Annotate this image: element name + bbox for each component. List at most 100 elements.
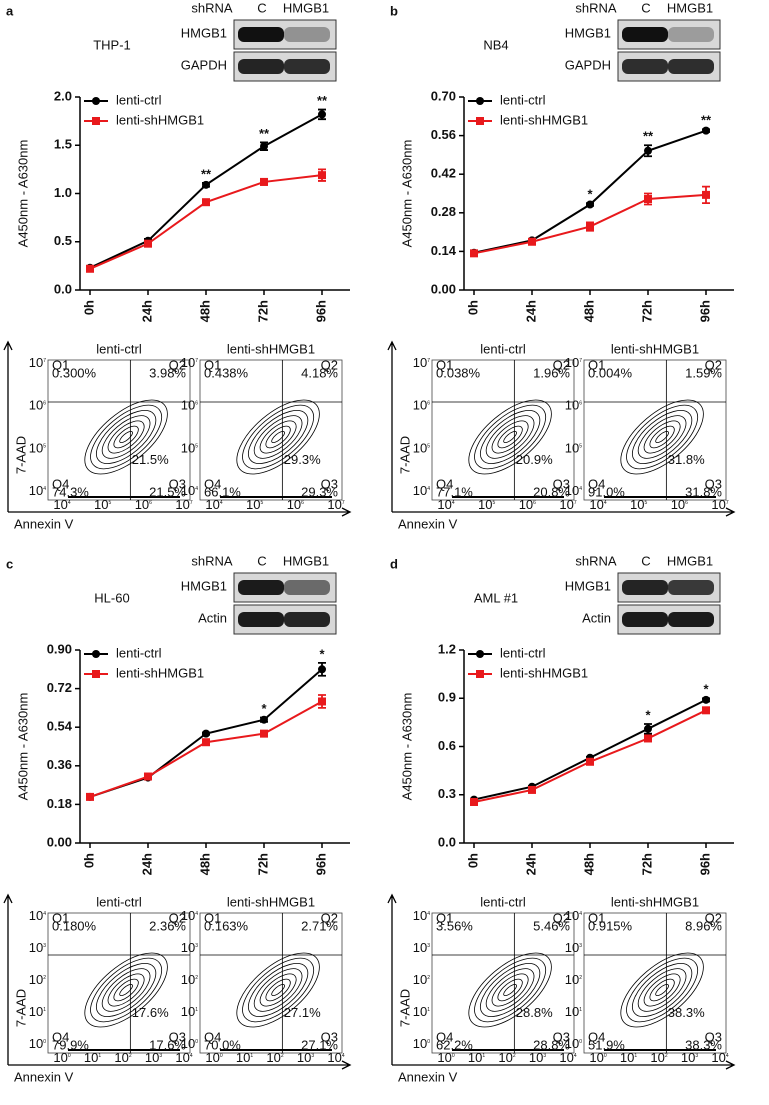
- tick-base: 10: [413, 441, 427, 456]
- flow-title: lenti-ctrl: [480, 894, 526, 909]
- contour: [491, 973, 529, 1007]
- contour: [643, 973, 681, 1007]
- quadrant-value: 38.3%: [685, 1037, 722, 1052]
- y-tick-label: 0.18: [47, 796, 72, 811]
- tick-base: 10: [519, 497, 533, 512]
- point: [644, 146, 652, 155]
- blot-band: [622, 612, 668, 627]
- point: [318, 665, 326, 674]
- quadrant-name: Q4: [52, 476, 69, 491]
- quadrant-value: 28.8%: [533, 1037, 570, 1052]
- quadrant-name: Q1: [436, 357, 453, 372]
- tick-base: 10: [181, 972, 195, 987]
- tick-base: 10: [29, 483, 43, 498]
- flow-frame: [431, 359, 575, 501]
- legend-label: lenti-ctrl: [116, 645, 162, 660]
- flow-frame: [199, 912, 343, 1054]
- tick-base: 10: [327, 497, 341, 512]
- flow-x-tick: 102: [650, 1050, 667, 1065]
- tick-exponent: 6: [533, 500, 536, 506]
- flow-x-tick: 107: [327, 497, 344, 512]
- quadrant-name: Q3: [705, 476, 722, 491]
- tick-base: 10: [94, 497, 108, 512]
- flow-x-tick: 106: [519, 497, 536, 512]
- tick-exponent: 4: [43, 911, 46, 917]
- flow-y-tick: 105: [413, 441, 430, 456]
- tick-base: 10: [589, 1050, 603, 1065]
- blot-header: shRNA: [191, 0, 233, 15]
- x-tick-label: 72h: [639, 300, 654, 322]
- legend-label: lenti-shHMGB1: [116, 665, 204, 680]
- contour: [236, 952, 320, 1028]
- quadrant-value: 0.180%: [52, 918, 97, 933]
- gate-value: 17.6%: [132, 1005, 169, 1020]
- blot-header: HMGB1: [667, 553, 713, 568]
- point: [202, 738, 210, 747]
- quadrant-value: 3.56%: [436, 918, 473, 933]
- tick-exponent: 7: [195, 358, 198, 364]
- quadrant-name: Q2: [169, 357, 186, 372]
- tick-exponent: 3: [43, 943, 46, 949]
- y-arrow: [3, 340, 13, 512]
- cell-line-label: HL-60: [94, 590, 129, 605]
- quadrant-name: Q1: [204, 910, 221, 925]
- tick-exponent: 2: [579, 975, 582, 981]
- point: [644, 734, 652, 743]
- tick-exponent: 0: [43, 1039, 46, 1045]
- blot-header: C: [641, 553, 650, 568]
- legend-marker: [476, 117, 484, 125]
- y-tick-label: 0.00: [47, 834, 72, 849]
- contour: [480, 963, 541, 1017]
- contour: [84, 399, 168, 475]
- point: [202, 198, 210, 207]
- flow-frame: [199, 359, 343, 501]
- contour: [90, 404, 162, 470]
- contour: [620, 952, 704, 1028]
- blot-row-label: HMGB1: [565, 25, 611, 40]
- flow-title: lenti-shHMGB1: [227, 894, 315, 909]
- tick-base: 10: [565, 1036, 579, 1051]
- tick-base: 10: [29, 398, 43, 413]
- blot-row-label: GAPDH: [181, 57, 227, 72]
- y-tick-label: 0.70: [431, 88, 456, 103]
- tick-base: 10: [205, 497, 219, 512]
- contour: [491, 420, 529, 454]
- tick-exponent: 4: [579, 486, 582, 492]
- flow-y-tick: 107: [181, 355, 198, 370]
- quadrant-value: 31.8%: [685, 484, 722, 499]
- tick-exponent: 4: [342, 1053, 345, 1059]
- blot-header: C: [257, 553, 266, 568]
- tick-base: 10: [181, 1004, 195, 1019]
- contour: [497, 978, 523, 1002]
- tick-base: 10: [671, 497, 685, 512]
- tick-base: 10: [29, 972, 43, 987]
- blot-band: [284, 612, 330, 627]
- contour: [101, 415, 151, 459]
- point: [586, 757, 594, 766]
- tick-base: 10: [181, 940, 195, 955]
- x-tick-label: 96h: [313, 853, 328, 875]
- quadrant-name: Q2: [321, 910, 338, 925]
- quadrant-value: 74.3%: [52, 484, 89, 499]
- tick-exponent: 4: [195, 486, 198, 492]
- gate-value: 28.8%: [516, 1005, 553, 1020]
- x-tick-label: 0h: [81, 853, 96, 868]
- flow-y-tick: 102: [565, 972, 582, 987]
- x-tick-label: 48h: [581, 853, 596, 875]
- flow-title: lenti-shHMGB1: [611, 341, 699, 356]
- quadrant-value: 21.5%: [149, 484, 186, 499]
- flow-x-tick: 107: [711, 497, 728, 512]
- flow-y-tick: 101: [565, 1004, 582, 1019]
- x-arrow: [8, 507, 352, 517]
- quadrant-name: Q3: [553, 1029, 570, 1044]
- flow-x-tick: 104: [437, 497, 454, 512]
- tick-exponent: 7: [427, 358, 430, 364]
- quadrant-value: 66.1%: [204, 484, 241, 499]
- flow-x-tick: 107: [559, 497, 576, 512]
- quadrant-name: Q2: [553, 357, 570, 372]
- tick-exponent: 3: [543, 1053, 546, 1059]
- series-line: [473, 698, 707, 801]
- y-axis-label: A450nm - A630nm: [399, 693, 414, 801]
- significance: *: [645, 707, 651, 722]
- y-tick-label: 0.42: [431, 166, 456, 181]
